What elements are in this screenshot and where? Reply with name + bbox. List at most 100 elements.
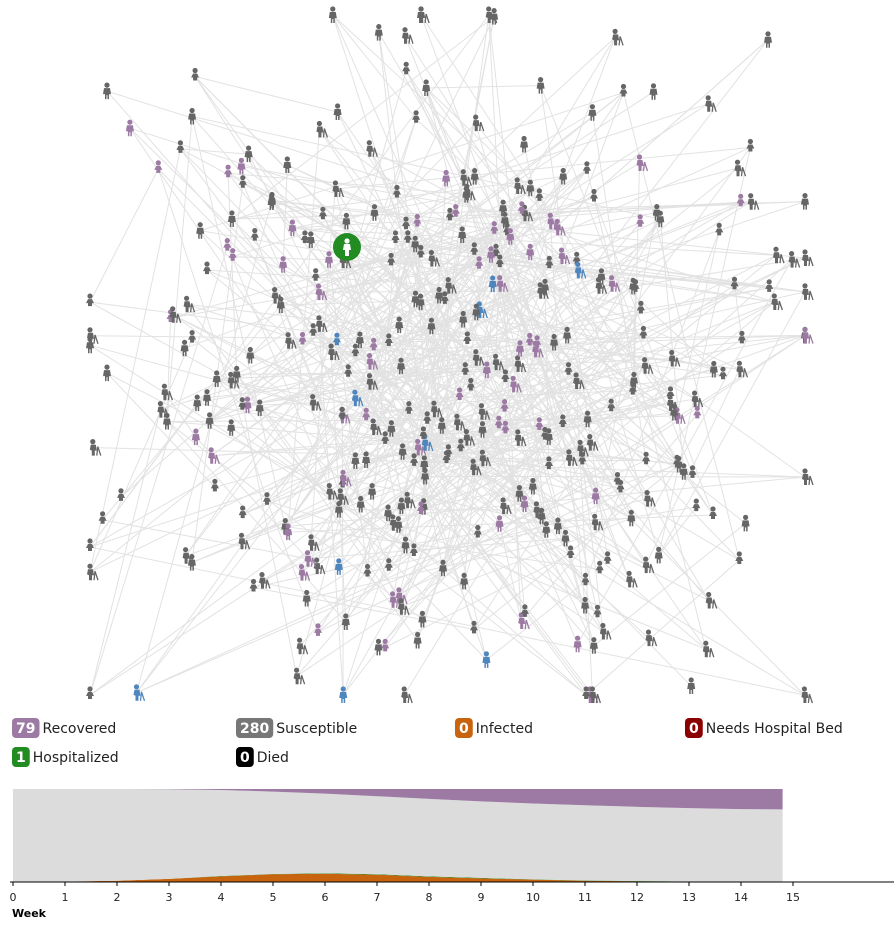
- person-icon: [520, 135, 529, 153]
- walker: [345, 414, 351, 424]
- body: [369, 343, 378, 351]
- edge: [658, 147, 751, 556]
- head: [710, 506, 716, 512]
- body: [154, 165, 163, 173]
- person-icon: [636, 154, 649, 172]
- person-icon: [326, 483, 338, 500]
- person-icon: [255, 399, 264, 417]
- body: [417, 507, 425, 514]
- head: [555, 517, 561, 523]
- person-icon: [183, 295, 196, 313]
- edge: [89, 168, 159, 303]
- body: [764, 36, 772, 48]
- person-icon: [535, 417, 544, 430]
- edge: [102, 304, 282, 521]
- person-icon: [370, 204, 379, 221]
- walker: [560, 226, 566, 236]
- body: [366, 378, 374, 390]
- person-icon: [451, 204, 460, 217]
- body: [381, 644, 390, 652]
- x-tick-label: 3: [166, 891, 173, 904]
- body: [736, 199, 745, 207]
- walker: [469, 436, 476, 446]
- walker: [538, 348, 544, 358]
- head: [340, 469, 346, 475]
- head: [734, 159, 741, 165]
- person-icon: [351, 452, 360, 469]
- head: [612, 28, 618, 34]
- person-icon: [362, 407, 371, 421]
- head: [320, 206, 326, 212]
- body: [208, 452, 216, 464]
- body: [421, 439, 429, 451]
- walker: [520, 184, 526, 195]
- body: [715, 228, 724, 236]
- body: [366, 358, 374, 370]
- body: [517, 206, 526, 214]
- body: [510, 381, 518, 393]
- body: [597, 273, 606, 285]
- body: [397, 363, 405, 375]
- edge: [335, 188, 537, 511]
- person-icon: [435, 286, 444, 304]
- head: [388, 420, 394, 426]
- person-icon: [397, 598, 410, 616]
- edge: [335, 146, 751, 190]
- person-icon: [398, 443, 407, 460]
- edge: [441, 425, 707, 650]
- body: [455, 393, 464, 400]
- walker: [492, 13, 498, 24]
- person-icon: [668, 349, 681, 367]
- head: [404, 491, 410, 497]
- edge: [89, 546, 805, 696]
- head: [617, 479, 624, 485]
- head: [537, 282, 543, 288]
- body: [246, 352, 255, 364]
- person-icon: [445, 207, 454, 221]
- body: [674, 461, 683, 473]
- body: [384, 339, 393, 346]
- head: [396, 316, 402, 322]
- legend-label: Died: [257, 750, 289, 766]
- head: [636, 154, 643, 160]
- body: [525, 338, 534, 346]
- person-icon: [344, 364, 353, 377]
- head: [496, 515, 503, 521]
- body: [276, 302, 285, 314]
- head: [442, 291, 448, 297]
- person-icon: [590, 188, 598, 202]
- walker: [424, 13, 430, 24]
- person-icon: [603, 551, 612, 564]
- body: [719, 372, 727, 380]
- body: [616, 485, 625, 493]
- network: [86, 6, 814, 704]
- head: [259, 572, 265, 578]
- person-icon: [735, 551, 744, 564]
- head: [491, 8, 497, 14]
- edge: [540, 85, 609, 560]
- body: [599, 628, 607, 640]
- edge: [517, 39, 769, 365]
- body: [456, 444, 465, 452]
- edge: [230, 427, 406, 546]
- walker: [428, 441, 434, 452]
- person-icon: [413, 631, 422, 649]
- body: [652, 209, 661, 221]
- body: [487, 251, 495, 263]
- head: [542, 426, 548, 433]
- head: [483, 651, 489, 657]
- head: [530, 477, 536, 484]
- walker: [476, 466, 482, 476]
- person-icon: [338, 406, 347, 420]
- head: [414, 213, 420, 220]
- person-icon: [387, 252, 396, 266]
- legend-label: Susceptible: [276, 721, 357, 737]
- person-icon: [459, 310, 468, 328]
- person-icon: [514, 355, 527, 373]
- body: [573, 378, 581, 389]
- head: [339, 406, 345, 412]
- head: [382, 431, 388, 437]
- head: [133, 684, 140, 690]
- body: [332, 338, 341, 346]
- person-icon: [397, 357, 405, 375]
